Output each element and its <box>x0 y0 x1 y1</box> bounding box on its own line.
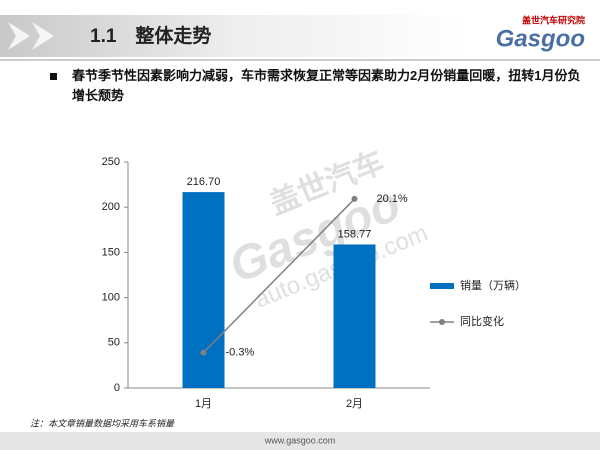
y-tick-label: 150 <box>102 246 120 258</box>
chevron <box>32 22 54 50</box>
line-point <box>351 195 358 202</box>
point-label: -0.3% <box>226 346 255 358</box>
watermark: 盖世汽车 Gasgoo auto.gasgoo.com <box>222 145 431 314</box>
x-tick-label: 2月 <box>346 398 363 410</box>
y-tick-label: 0 <box>114 382 120 394</box>
legend-swatch <box>439 319 445 325</box>
y-tick-label: 250 <box>102 156 120 168</box>
chevron <box>8 22 30 50</box>
y-tick-label: 100 <box>102 292 120 304</box>
bar <box>182 192 225 388</box>
header-title: 1.1 整体走势 <box>90 24 211 47</box>
bar-label: 158.77 <box>338 228 372 240</box>
point-label: 20.1% <box>377 193 408 205</box>
bullet-text: 春节季节性因素影响力减弱，车市需求恢复正常等因素助力2月份销量回暖，扭转1月份负… <box>72 68 581 103</box>
logo-cn: 盖世汽车研究院 <box>522 14 585 25</box>
header-bar <box>0 15 470 57</box>
x-tick-label: 1月 <box>195 398 212 410</box>
y-tick-label: 200 <box>102 201 120 213</box>
bar-label: 216.70 <box>187 176 221 188</box>
line <box>202 198 356 354</box>
footer: www.gasgoo.com <box>264 435 336 445</box>
legend-label: 销量（万辆） <box>460 278 526 292</box>
logo-en: Gasgoo <box>496 25 585 52</box>
footnote: 注：本文章销量数据均采用车系销量 <box>30 418 175 428</box>
legend-swatch <box>430 283 454 289</box>
line-point <box>200 349 207 356</box>
bullet: 春节季节性因素影响力减弱，车市需求恢复正常等因素助力2月份销量回暖，扭转1月份负… <box>50 66 582 106</box>
bar <box>333 244 376 388</box>
legend-label: 同比变化 <box>460 314 504 328</box>
footer-bar <box>0 432 600 450</box>
y-tick-label: 50 <box>108 337 120 349</box>
